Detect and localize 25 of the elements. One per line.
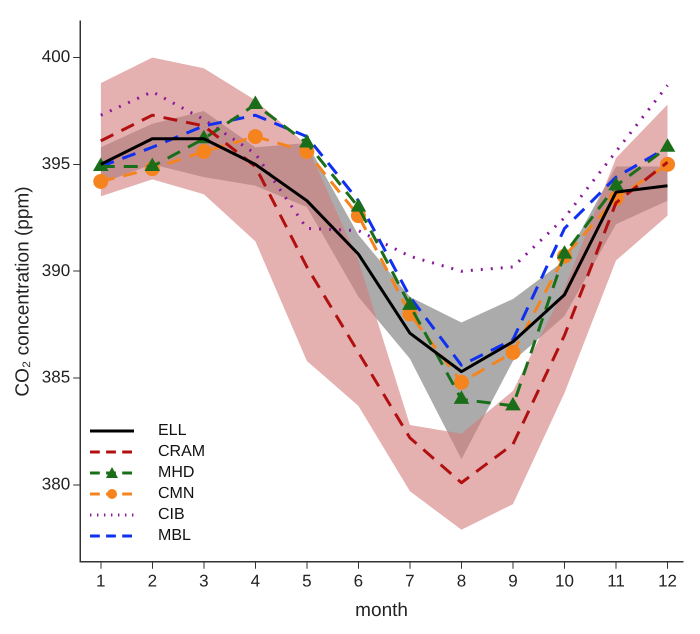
legend-label: CIB bbox=[158, 506, 185, 523]
y-tick-label: 395 bbox=[42, 154, 70, 174]
x-tick-label: 11 bbox=[607, 572, 625, 591]
x-tick-label: 6 bbox=[354, 572, 364, 591]
x-tick-label: 12 bbox=[658, 572, 678, 591]
legend-label: CRAM bbox=[158, 443, 206, 460]
x-axis-title: month bbox=[355, 600, 408, 621]
x-tick-label: 7 bbox=[405, 572, 415, 591]
legend-label: MHD bbox=[158, 464, 194, 481]
legend-label: ELL bbox=[158, 422, 186, 439]
x-tick-label: 4 bbox=[250, 572, 260, 591]
x-tick-label: 10 bbox=[555, 572, 574, 591]
y-tick-label: 380 bbox=[42, 474, 70, 494]
x-tick-label: 2 bbox=[148, 572, 158, 591]
x-tick-label: 9 bbox=[508, 572, 518, 591]
y-tick-label: 400 bbox=[42, 47, 70, 66]
y-tick-label: 390 bbox=[42, 260, 70, 280]
x-tick-label: 8 bbox=[456, 572, 466, 591]
y-axis-title: CO₂ concentration (ppm) bbox=[12, 186, 34, 397]
legend-label: MBL bbox=[158, 527, 191, 544]
y-tick-label: 385 bbox=[42, 368, 70, 387]
x-tick-label: 5 bbox=[302, 572, 312, 591]
legend-label: CMN bbox=[158, 485, 194, 502]
x-tick-label: 3 bbox=[199, 572, 209, 591]
x-tick-label: 1 bbox=[96, 572, 106, 591]
